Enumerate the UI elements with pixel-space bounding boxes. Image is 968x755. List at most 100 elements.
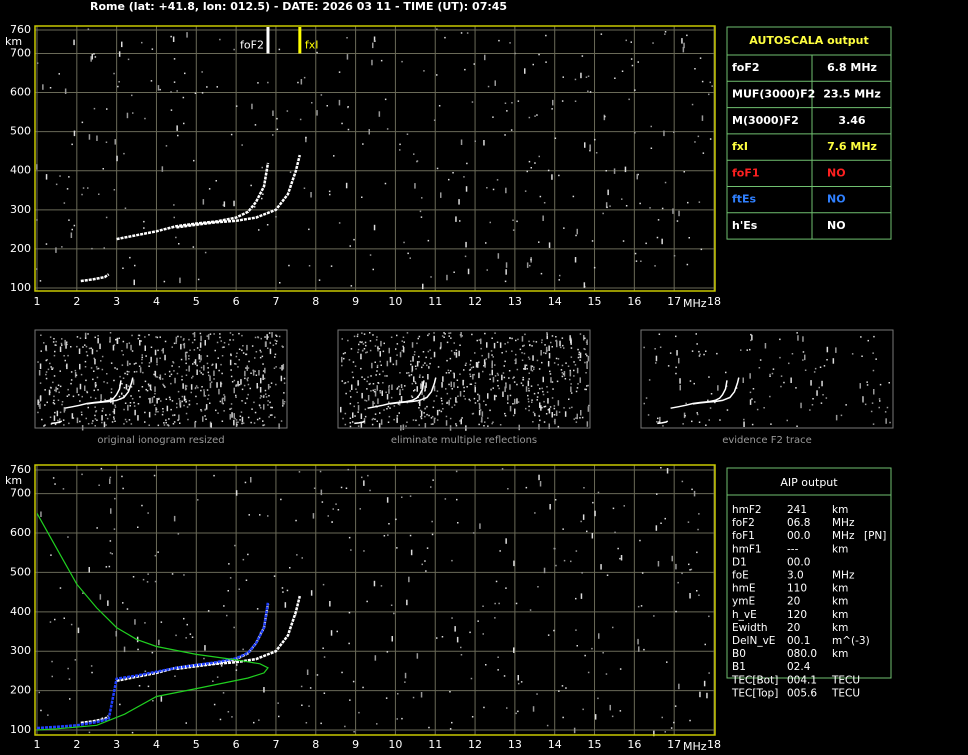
noise-dot <box>182 343 185 346</box>
noise-dot <box>455 216 457 222</box>
noise-dot <box>282 405 284 407</box>
noise-dot <box>780 375 783 377</box>
noise-dot <box>353 731 355 733</box>
noise-dot <box>711 85 713 87</box>
noise-dot <box>797 335 799 341</box>
noise-dot <box>527 380 530 387</box>
noise-dot <box>505 382 507 389</box>
noise-dot <box>265 396 268 398</box>
noise-dot <box>229 577 232 579</box>
noise-dot <box>498 387 500 390</box>
x-tick-label: 13 <box>508 295 522 308</box>
noise-dot <box>380 340 382 347</box>
noise-dot <box>161 378 164 380</box>
noise-dot <box>516 220 518 223</box>
noise-dot <box>583 335 585 341</box>
noise-dot <box>602 212 604 215</box>
noise-dot <box>188 403 191 406</box>
aip-cell: --- <box>787 543 799 555</box>
noise-dot <box>470 677 473 680</box>
noise-dot <box>55 183 58 186</box>
noise-dot <box>686 263 689 266</box>
noise-dot <box>575 390 578 393</box>
noise-dot <box>662 425 664 427</box>
noise-dot <box>45 359 47 362</box>
noise-dot <box>698 350 700 353</box>
noise-dot <box>487 352 490 359</box>
noise-dot <box>108 565 111 568</box>
noise-dot <box>207 367 209 369</box>
noise-dot <box>694 141 696 143</box>
noise-dot <box>693 382 695 385</box>
noise-dot <box>709 138 712 140</box>
noise-dot <box>183 395 186 402</box>
noise-dot <box>512 403 514 405</box>
noise-dot <box>412 696 415 699</box>
noise-dot <box>237 380 239 387</box>
noise-dot <box>502 391 504 397</box>
aip-cell: 00.0 <box>787 556 810 568</box>
x-tick-label: 2 <box>73 738 80 751</box>
aip-cell: TECU <box>831 674 860 686</box>
noise-dot <box>548 352 551 359</box>
noise-dot <box>533 413 536 415</box>
noise-dot <box>821 380 823 387</box>
noise-dot <box>474 382 477 384</box>
noise-dot <box>352 680 355 683</box>
noise-dot <box>74 659 77 661</box>
noise-dot <box>234 544 236 547</box>
noise-dot <box>441 400 443 402</box>
noise-dot <box>247 553 249 556</box>
noise-dot <box>184 384 187 391</box>
noise-dot <box>123 408 125 411</box>
noise-dot <box>402 347 405 353</box>
noise-dot <box>94 358 96 365</box>
noise-dot <box>751 423 754 426</box>
noise-dot <box>159 336 161 338</box>
noise-dot <box>172 414 174 417</box>
noise-dot <box>198 354 200 360</box>
noise-dot <box>459 373 461 375</box>
noise-dot <box>527 394 529 397</box>
noise-dot <box>154 580 157 583</box>
noise-dot <box>171 365 173 367</box>
noise-dot <box>689 380 692 382</box>
noise-dot <box>670 727 673 729</box>
noise-dot <box>788 362 790 365</box>
noise-dot <box>425 356 427 359</box>
thumbnail-trace <box>389 377 437 405</box>
noise-dot <box>150 389 152 391</box>
noise-dot <box>201 386 203 388</box>
noise-dot <box>185 369 188 371</box>
noise-dot <box>268 416 270 418</box>
noise-dot <box>263 377 266 380</box>
noise-dot <box>494 602 496 605</box>
noise-dot <box>202 199 205 205</box>
noise-dot <box>414 351 416 353</box>
noise-dot <box>822 394 824 396</box>
noise-dot <box>203 365 205 371</box>
noise-dot <box>491 422 493 425</box>
noise-dot <box>457 522 459 524</box>
noise-dot <box>60 342 63 345</box>
noise-dot <box>206 362 209 365</box>
noise-dot <box>481 354 483 357</box>
noise-dot <box>576 367 579 374</box>
noise-dot <box>416 342 418 345</box>
noise-dot <box>472 532 475 534</box>
noise-dot <box>114 497 116 500</box>
noise-dot <box>873 335 875 338</box>
noise-dot <box>36 219 38 221</box>
noise-dot <box>543 352 545 354</box>
noise-dot <box>213 474 215 477</box>
noise-dot <box>438 105 441 107</box>
noise-dot <box>790 377 792 383</box>
noise-dot <box>213 703 216 706</box>
noise-dot <box>569 369 571 372</box>
noise-dot <box>518 682 520 685</box>
noise-dot <box>667 365 670 367</box>
noise-dot <box>454 626 456 632</box>
noise-dot <box>153 404 156 406</box>
noise-dot <box>551 346 553 348</box>
noise-dot <box>165 419 167 421</box>
